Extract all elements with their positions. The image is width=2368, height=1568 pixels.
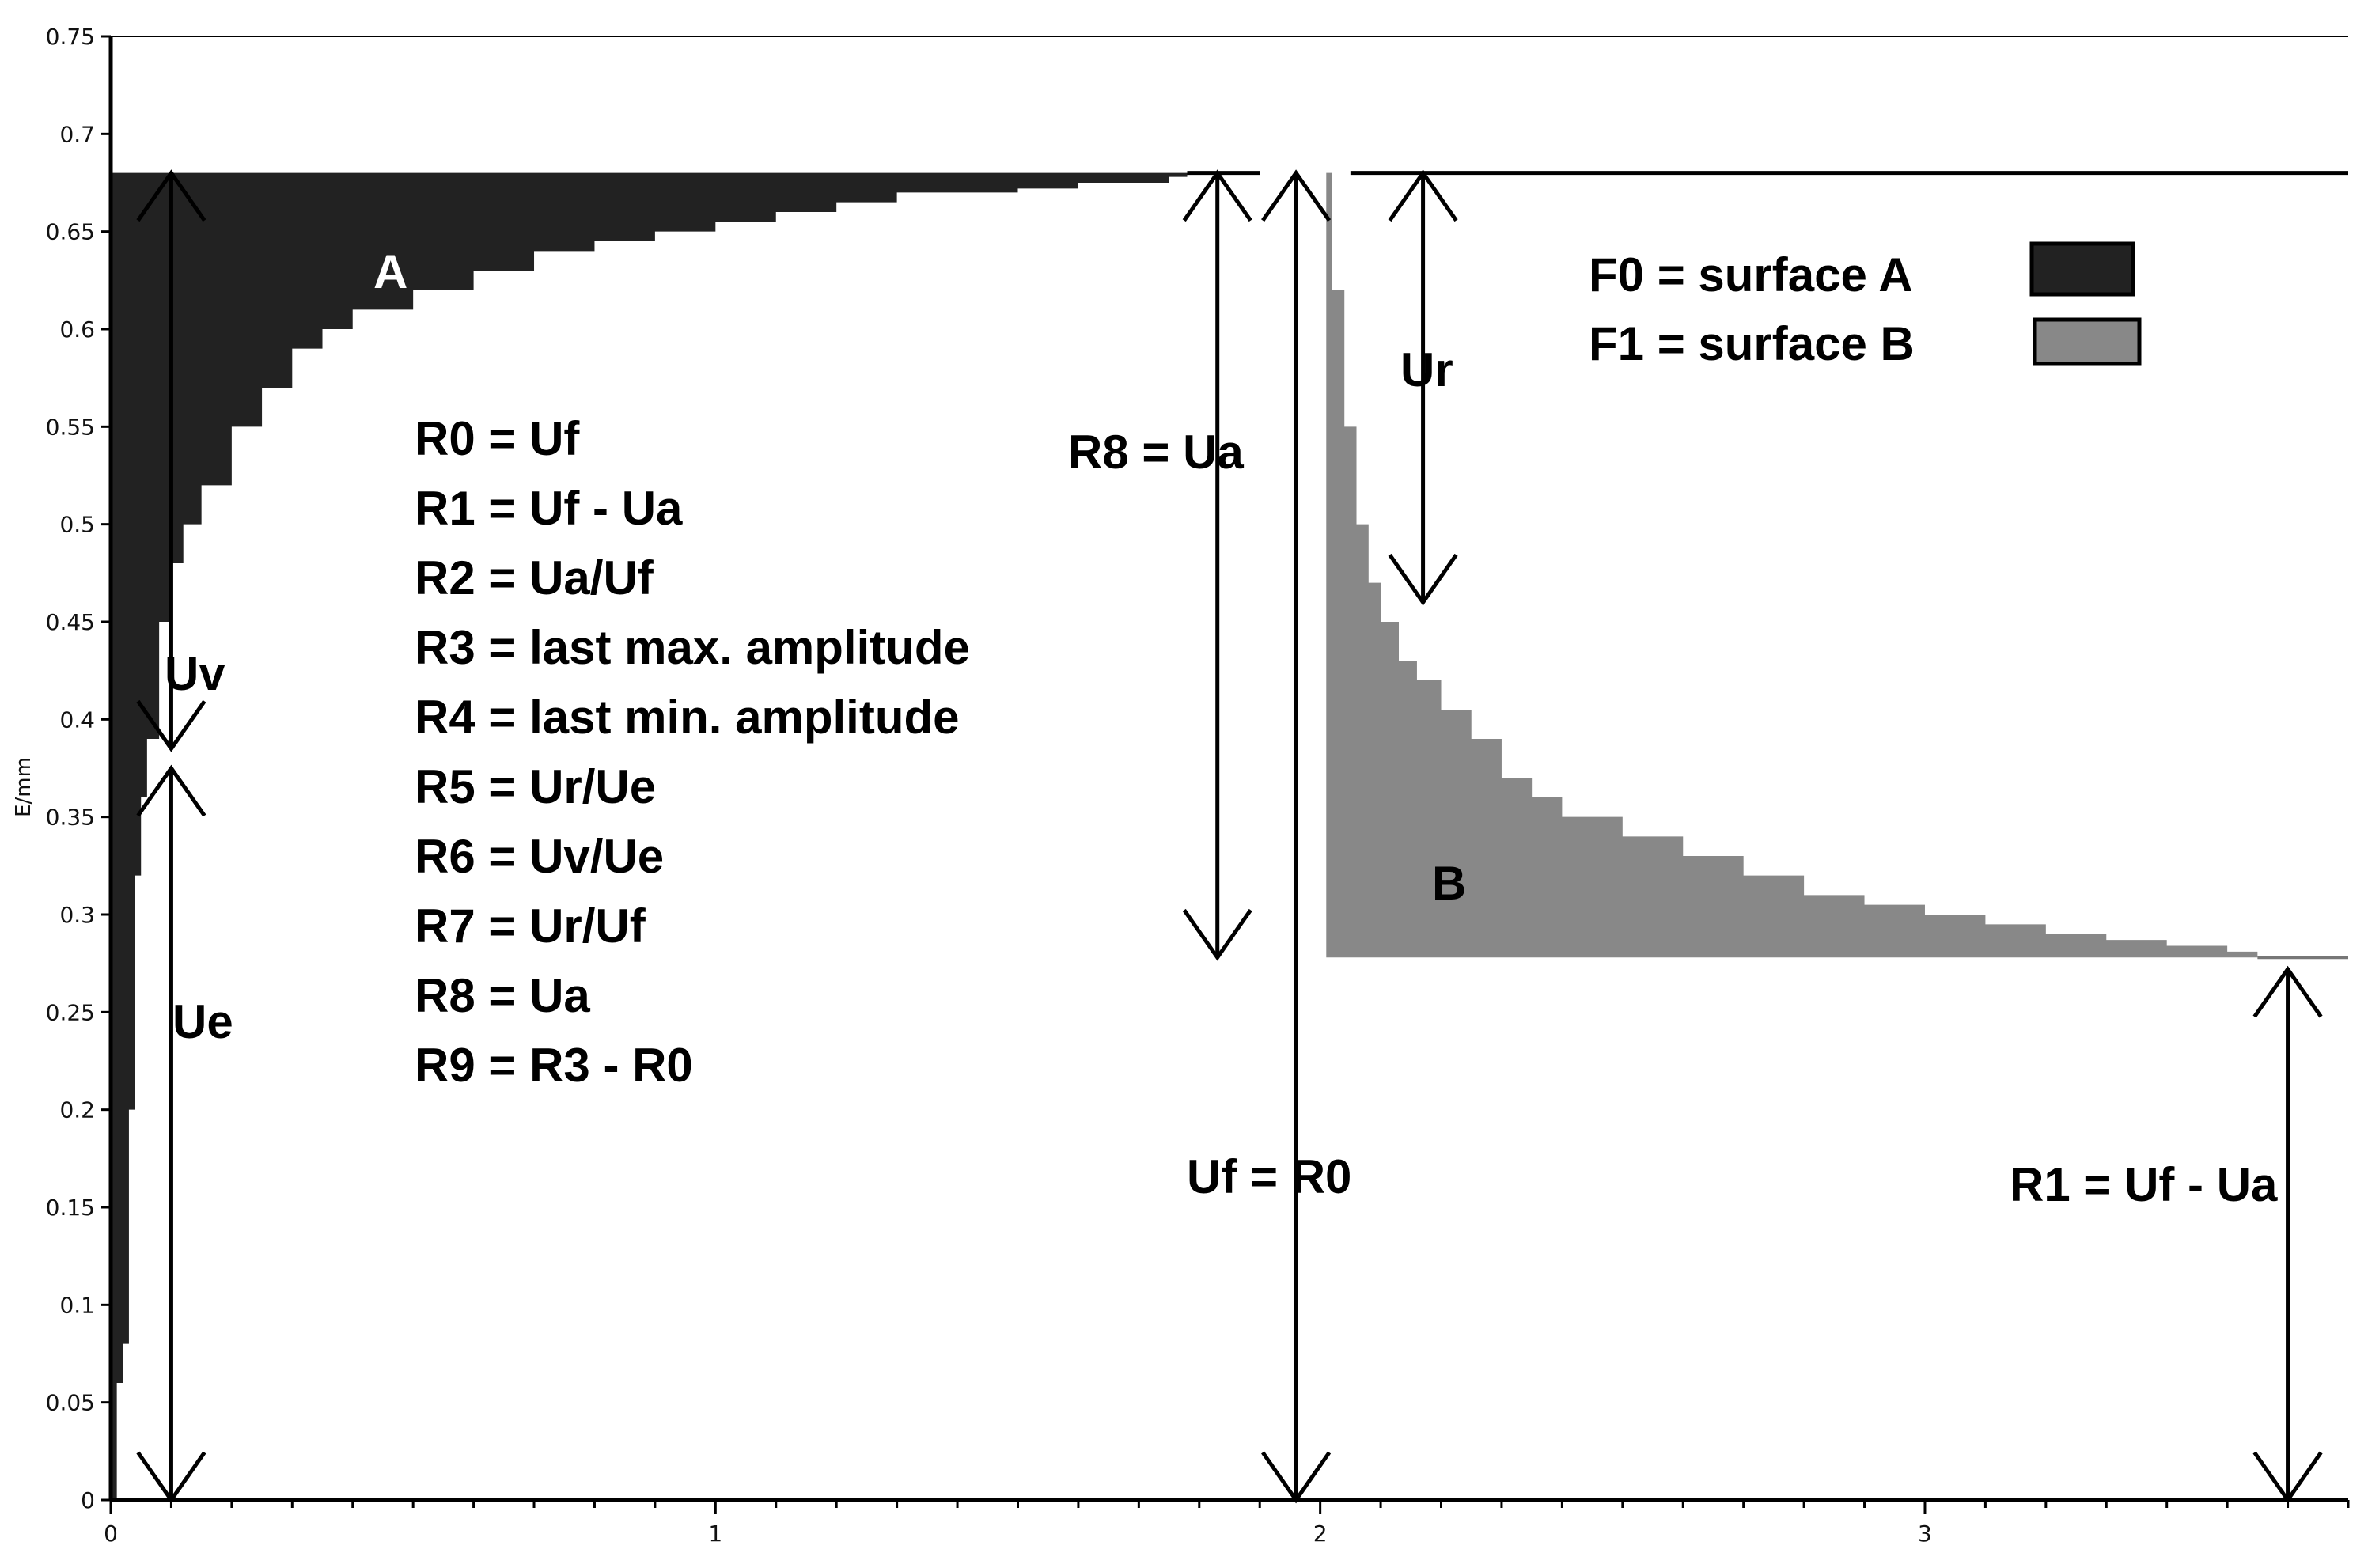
formula-list: R0 = Uf R1 = Uf - Ua R2 = Ua/Uf R3 = las…: [415, 412, 970, 1092]
y-tick-label: 0: [81, 1487, 95, 1513]
legend-label-f1: F1 = surface B: [1589, 317, 1915, 370]
y-axis-label: E/mm: [12, 757, 36, 817]
axes-layer: 0 0.05 0.1 0.15 0.2 0.25 0.3 0.35 0.4 0.45 0.5 0.55…: [46, 24, 2350, 1547]
arrow-uv-head-end: [136, 699, 206, 752]
surface-a-area: [111, 172, 1188, 1501]
y-tick-label: 0.05: [46, 1390, 95, 1416]
legend-swatch-f1: [2033, 317, 2142, 366]
y-tick-label: 0.45: [46, 609, 95, 635]
arrow-ue-head-end: [136, 1451, 206, 1504]
arrow-uf-r0-head-start: [1261, 169, 1332, 222]
legend-label-f0: F0 = surface A: [1589, 248, 1913, 301]
y-tick-label: 0.1: [59, 1292, 95, 1318]
y-tick-label: 0.2: [59, 1097, 95, 1123]
x-tick-label: 2: [1313, 1521, 1328, 1547]
y-tick-label: 0.5: [59, 512, 95, 538]
arrow-r1-head-start: [2252, 965, 2323, 1018]
annotation-ue: Ue: [172, 995, 233, 1048]
surface-a-label: A: [373, 245, 407, 298]
y-tick-label: 0.4: [59, 706, 95, 733]
formula-item: R7 = Ur/Uf: [415, 900, 646, 953]
formula-item: R5 = Ur/Ue: [415, 760, 656, 813]
annotation-r1: R1 = Uf - Ua: [2010, 1158, 2278, 1211]
dimension-arrows: [136, 169, 2323, 1504]
formula-item: R9 = R3 - R0: [415, 1039, 693, 1092]
y-tick-label: 0.75: [46, 24, 95, 50]
arrow-r8-ua-head-end: [1182, 908, 1252, 961]
surface-b-area: [1326, 172, 2258, 958]
legend-swatch-f0: [2029, 241, 2135, 297]
annotation-uf-r0: Uf = R0: [1187, 1150, 1351, 1203]
formula-item: R1 = Uf - Ua: [415, 482, 683, 535]
formula-item: R8 = Ua: [415, 969, 590, 1022]
arrow-r1-head-end: [2252, 1451, 2323, 1504]
legend: F0 = surface A F1 = surface B: [1589, 241, 2142, 370]
arrow-ue-head-start: [136, 764, 206, 817]
arrow-ur-head-end: [1388, 553, 1458, 606]
y-tick-label: 0.7: [59, 121, 95, 147]
formula-item: R2 = Ua/Uf: [415, 551, 654, 604]
arrow-r8-ua-head-start: [1182, 169, 1252, 222]
surface-b-label: B: [1432, 857, 1466, 910]
arrow-ur-head-start: [1388, 169, 1458, 222]
y-tick-label: 0.35: [46, 805, 95, 831]
y-tick-label: 0.3: [59, 902, 95, 928]
annotation-ur: Ur: [1400, 343, 1453, 396]
x-tick-label: 3: [1918, 1521, 1932, 1547]
arrow-uf-r0-head-end: [1261, 1451, 1332, 1504]
formula-item: R0 = Uf: [415, 412, 580, 465]
area-layer: [111, 171, 2348, 1501]
y-tick-label: 0.6: [59, 316, 95, 343]
formula-item: R3 = last max. amplitude: [415, 621, 970, 674]
y-tick-label: 0.25: [46, 999, 95, 1025]
x-tick-label: 0: [104, 1521, 118, 1547]
formula-item: R6 = Uv/Ue: [415, 830, 664, 883]
annotation-r8-ua: R8 = Ua: [1068, 426, 1244, 479]
arrow-uv-head-start: [136, 169, 206, 222]
annotation-uv: Uv: [165, 647, 225, 700]
y-tick-label: 0.55: [46, 414, 95, 440]
y-tick-label: 0.15: [46, 1195, 95, 1221]
x-tick-label: 1: [708, 1521, 722, 1547]
y-tick-label: 0.65: [46, 219, 95, 245]
formula-item: R4 = last min. amplitude: [415, 691, 960, 744]
